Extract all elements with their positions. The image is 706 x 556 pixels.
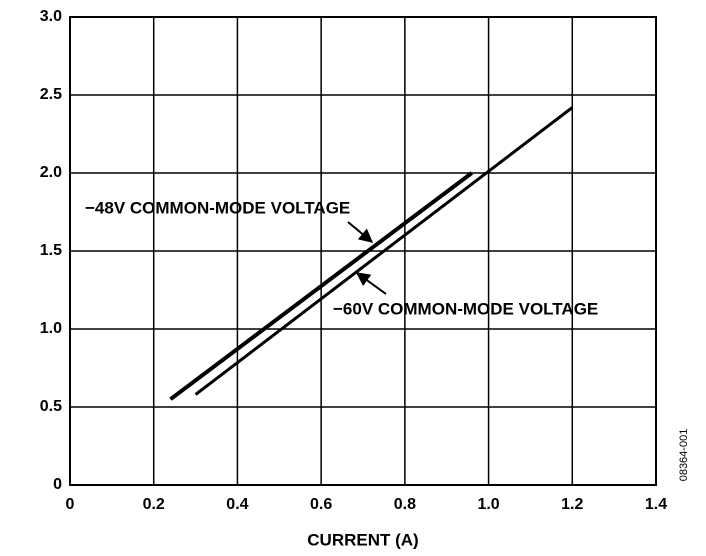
annotation-arrow	[347, 221, 374, 243]
x-tick-label: 1.0	[477, 496, 499, 513]
series-label: −60V COMMON-MODE VOLTAGE	[333, 299, 598, 318]
figure-id: 08364-001	[678, 429, 690, 482]
x-tick-label: 0	[66, 496, 75, 513]
y-tick-label: 0.5	[40, 398, 62, 415]
series-line	[194, 106, 574, 396]
series-label: −48V COMMON-MODE VOLTAGE	[85, 198, 350, 217]
x-tick-label: 0.8	[394, 496, 416, 513]
x-tick-label: 0.4	[226, 496, 248, 513]
x-axis-label: CURRENT (A)	[307, 530, 418, 549]
x-tick-label: 1.4	[645, 496, 667, 513]
y-tick-label: 1.0	[40, 320, 62, 337]
x-tick-label: 1.2	[561, 496, 583, 513]
x-tick-label: 0.6	[310, 496, 332, 513]
x-tick-label: 0.2	[143, 496, 165, 513]
series-line	[169, 171, 474, 401]
lines	[169, 106, 574, 401]
plot-frame	[69, 16, 657, 486]
annotation-arrow	[355, 272, 387, 295]
y-tick-label: 2.5	[40, 86, 62, 103]
y-tick-label: 0	[53, 476, 62, 493]
grid	[69, 16, 657, 486]
y-tick-label: 2.0	[40, 164, 62, 181]
y-tick-label: 1.5	[40, 242, 62, 259]
y-tick-label: 3.0	[40, 8, 62, 25]
